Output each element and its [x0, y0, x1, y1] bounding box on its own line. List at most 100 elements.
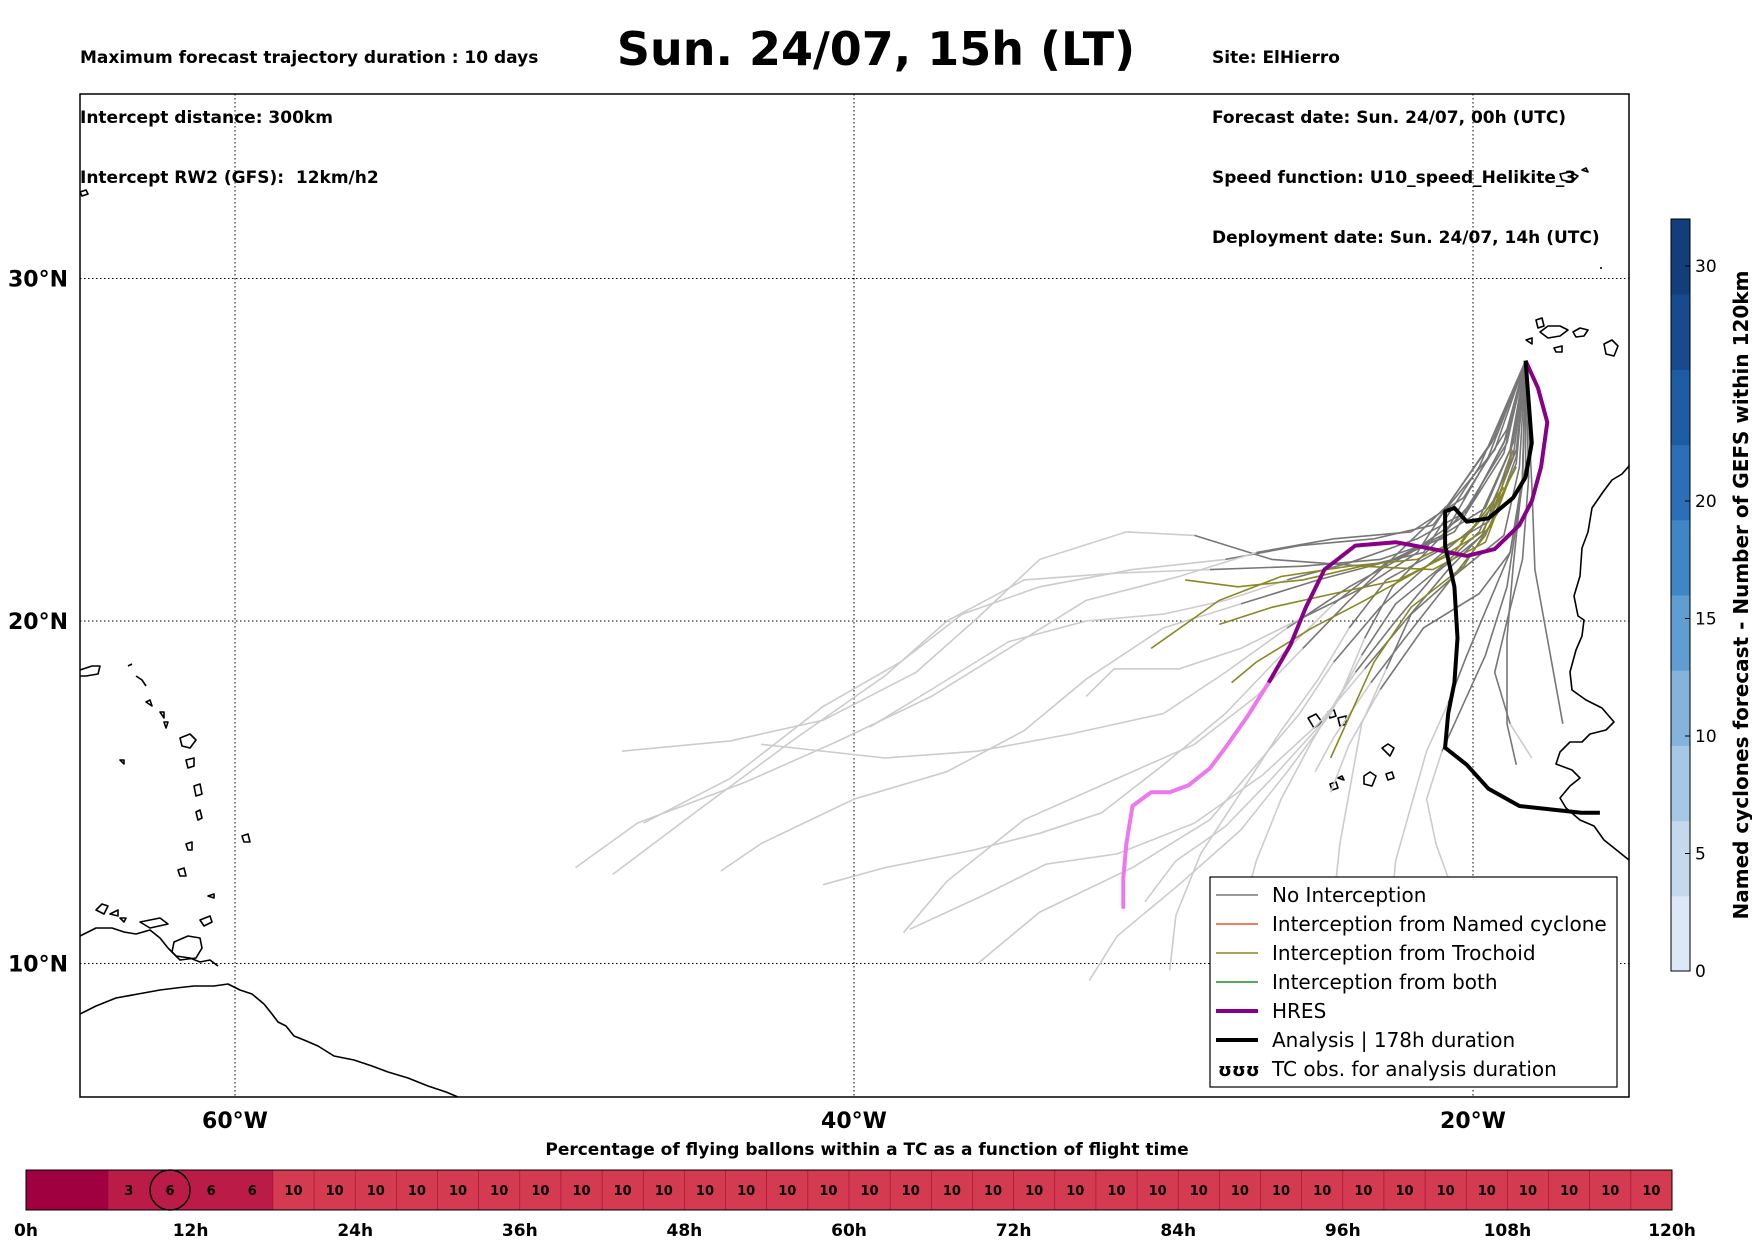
timeline-title: Percentage of flying ballons within a TC… [545, 1140, 1188, 1160]
madeira-island [1559, 171, 1579, 183]
timeline-tick-label-3: 36h [502, 1221, 538, 1241]
colorbar-block-2 [1671, 745, 1690, 822]
map-axis-ticks: 60°W 40°W 20°W 30°N 20°N 10°N [8, 268, 1506, 1135]
st-vincent-island [185, 841, 193, 851]
trajectories [575, 359, 1600, 982]
timeline-value-24: 10 [1025, 1184, 1043, 1199]
ensemble-trajectory-late-7 [1088, 654, 1363, 982]
ensemble-trajectory-14 [1256, 360, 1527, 554]
antilles-isle-6 [207, 893, 215, 899]
hres-trajectory [1266, 359, 1550, 684]
timeline-cell-21 [890, 1170, 932, 1210]
map-gridlines [80, 94, 1629, 1097]
ensemble-trajectory-late-23 [1314, 682, 1372, 773]
ensemble-trajectory-late-1 [612, 568, 1210, 876]
legend-entry-4: HRES [1216, 999, 1326, 1023]
colorbar-tick-label-1: 5 [1695, 845, 1706, 865]
timeline-cell-33 [1383, 1170, 1426, 1210]
timeline-tick-label-9: 108h [1484, 1221, 1532, 1241]
timeline-value-2: 3 [124, 1184, 133, 1199]
colorbar-tick-label-5: 30 [1695, 257, 1717, 277]
colorbar-tick-label-0: 0 [1695, 962, 1706, 982]
timeline-value-6: 10 [284, 1184, 302, 1199]
timeline-value-33: 10 [1395, 1184, 1413, 1199]
legend-entry-1: Interception from Named cyclone [1216, 912, 1607, 936]
ensemble-trajectory-1 [1209, 360, 1527, 571]
timeline-value-4: 6 [207, 1184, 216, 1199]
timeline-cell-27 [1137, 1170, 1179, 1210]
ensemble-trajectory-23 [1370, 360, 1527, 684]
ensemble-trajectory-late-3 [761, 627, 1288, 759]
ensemble-trajectory-late-4 [902, 647, 1304, 934]
timeline-cell-1 [67, 1170, 109, 1210]
ensemble-trajectory-late-14 [575, 551, 1257, 869]
ensemble-trajectory-late-5 [977, 661, 1335, 965]
guadeloupe-island [179, 733, 197, 749]
timeline-value-3: 6 [166, 1184, 175, 1199]
ensemble-trajectory-5 [1333, 360, 1527, 663]
trochoid-trajectory-1 [1218, 490, 1502, 626]
timeline-tick-label-5: 60h [831, 1221, 867, 1241]
colorbar-block-7 [1671, 369, 1690, 446]
timeline-value-13: 10 [572, 1184, 590, 1199]
timeline-cell-17 [725, 1170, 768, 1210]
timeline-cell-0 [26, 1170, 68, 1210]
timeline-value-17: 10 [737, 1184, 755, 1199]
timeline-cell-22 [931, 1170, 973, 1210]
legend-label-3: Interception from both [1272, 970, 1498, 994]
venezuela-peninsula [80, 927, 219, 967]
forecast-date-text: Forecast date: Sun. 24/07, 00h (UTC) [1212, 108, 1567, 128]
timeline-value-34: 10 [1437, 1184, 1455, 1199]
timeline-tick-label-6: 72h [996, 1221, 1032, 1241]
timeline-value-39: 10 [1642, 1184, 1660, 1199]
ensemble-trajectory-7 [1360, 360, 1527, 656]
timeline-cell-2 [108, 1170, 150, 1210]
timeline-value-18: 10 [778, 1184, 796, 1199]
virgin-islands [127, 663, 147, 687]
legend-entry-6: ʊʊʊ TC obs. for analysis duration [1218, 1057, 1557, 1081]
timeline-tick-label-7: 84h [1160, 1221, 1196, 1241]
ensemble-trajectory-late-18 [1329, 689, 1381, 793]
timeline-value-25: 10 [1066, 1184, 1084, 1199]
colorbar-label: Named cyclones forecast - Number of GEFS… [1729, 271, 1752, 920]
antilles-isle-5 [119, 759, 125, 765]
canary-island-6 [1525, 337, 1533, 345]
timeline-value-9: 10 [408, 1184, 426, 1199]
timeline-cell-12 [519, 1170, 562, 1210]
trajectory-map: 60°W 40°W 20°W 30°N 20°N 10°N No Interception… [8, 93, 1630, 1135]
colorbar-block-9 [1671, 219, 1690, 295]
small-islet-2 [80, 189, 89, 197]
ensemble-trajectory-late-16 [1144, 671, 1357, 903]
madeira-islet [1581, 167, 1589, 173]
site-parameters: Site: ElHierro Forecast date: Sun. 24/07… [1212, 8, 1600, 268]
ensemble-trajectory-late-8 [1168, 627, 1350, 971]
legend-label-2: Interception from Trochoid [1272, 941, 1536, 965]
timeline-cell-15 [643, 1170, 685, 1210]
x-tick-label-2: 20°W [1440, 1109, 1506, 1134]
colorbar-block-3 [1671, 670, 1690, 746]
coastlines [80, 167, 1629, 1097]
timeline-value-22: 10 [943, 1184, 961, 1199]
legend-entry-5: Analysis | 178h duration [1216, 1028, 1515, 1052]
timeline-tick-label-0: 0h [14, 1221, 38, 1241]
timeline-tick-label-10: 120h [1648, 1221, 1696, 1241]
timeline-value-16: 10 [696, 1184, 714, 1199]
south-america-coastline [80, 983, 459, 1097]
timeline-cell-8 [355, 1170, 397, 1210]
y-tick-label-1: 20°N [8, 610, 68, 635]
chart-title: Sun. 24/07, 15h (LT) [616, 22, 1136, 76]
cape-verde-island-8 [1337, 775, 1345, 781]
ensemble-trajectory-late-2 [720, 603, 1242, 872]
timeline-cell-32 [1342, 1170, 1385, 1210]
colorbar-block-8 [1671, 294, 1690, 370]
timeline-value-19: 10 [819, 1184, 837, 1199]
timeline-tick-label-1: 12h [173, 1221, 209, 1241]
legend-tc-symbol: ʊʊʊ [1218, 1060, 1260, 1081]
timeline-value-35: 10 [1478, 1184, 1496, 1199]
legend-label-6: TC obs. for analysis duration [1271, 1057, 1557, 1081]
site-text: Site: ElHierro [1212, 48, 1340, 68]
timeline-value-10: 10 [449, 1184, 467, 1199]
forecast-parameters: Maximum forecast trajectory duration : 1… [80, 8, 538, 208]
timeline-cell-9 [396, 1170, 438, 1210]
